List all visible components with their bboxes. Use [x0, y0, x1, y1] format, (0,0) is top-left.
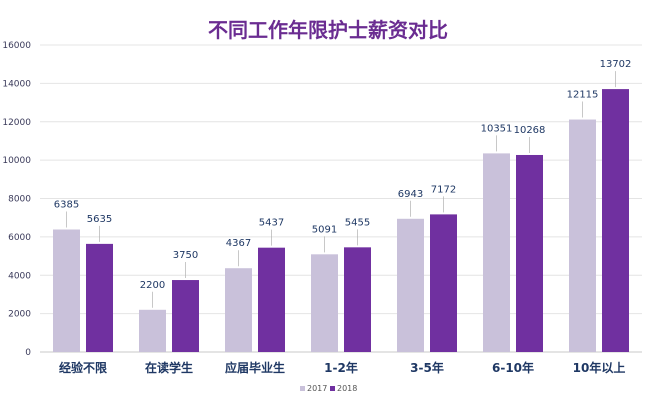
- bars: [53, 89, 629, 353]
- legend-swatch: [300, 386, 305, 391]
- data-label: 5091: [312, 224, 337, 235]
- bar-2018: [430, 214, 457, 352]
- category-label: 1-2年: [324, 360, 358, 375]
- data-label: 13702: [600, 59, 632, 70]
- chart-title: 不同工作年限护士薪资对比: [208, 18, 448, 42]
- data-label: 12115: [567, 90, 599, 101]
- data-label: 2200: [140, 280, 165, 291]
- category-label: 10年以上: [573, 360, 626, 375]
- y-tick-label: 14000: [2, 79, 31, 89]
- category-label: 在读学生: [145, 360, 193, 375]
- y-tick-label: 4000: [8, 271, 31, 281]
- bar-2017: [139, 309, 166, 352]
- x-axis: 经验不限 在读学生 应届毕业生 1-2年 3-5年 6-10年 10年以上: [59, 360, 625, 375]
- category-label: 应届毕业生: [225, 360, 285, 375]
- y-tick-label: 6000: [8, 233, 31, 243]
- y-tick-label: 12000: [2, 118, 31, 128]
- category-label: 6-10年: [492, 360, 534, 375]
- bar-2017: [225, 268, 252, 352]
- data-labels: 6385 5635 2200 3750 4367 5437 5091 5455 6943 7172…: [54, 59, 632, 308]
- y-tick-label: 16000: [2, 41, 31, 51]
- data-label: 4367: [226, 238, 251, 249]
- bar-2017: [569, 119, 596, 353]
- gridlines: [40, 44, 642, 353]
- bar-2018: [172, 280, 199, 352]
- bar-2017: [483, 153, 510, 352]
- data-label: 6943: [398, 189, 423, 200]
- bar-2017: [397, 218, 424, 352]
- y-tick-label: 0: [25, 348, 31, 358]
- data-label: 5437: [259, 218, 284, 229]
- y-tick-label: 10000: [2, 156, 31, 166]
- category-label: 经验不限: [59, 360, 107, 375]
- data-label: 5635: [87, 214, 112, 225]
- data-label: 10351: [481, 123, 513, 134]
- bar-2018: [516, 154, 543, 352]
- category-label: 3-5年: [410, 360, 444, 375]
- bar-2018: [86, 243, 113, 352]
- legend-label: 2018: [337, 384, 357, 393]
- data-label: 6385: [54, 199, 79, 210]
- data-label: 7172: [431, 184, 456, 195]
- legend-label: 2017: [307, 384, 327, 393]
- data-label: 5455: [345, 217, 370, 228]
- y-axis: 0 2000 4000 6000 8000 10000 12000 14000 16000: [2, 41, 31, 358]
- legend-swatch: [330, 386, 335, 391]
- bar-2017: [311, 254, 338, 352]
- legend: 2017 2018: [300, 384, 357, 393]
- y-tick-label: 2000: [8, 310, 31, 320]
- data-label: 10268: [514, 125, 546, 136]
- y-tick-label: 8000: [8, 195, 31, 205]
- bar-2018: [602, 89, 629, 353]
- bar-2017: [53, 229, 80, 352]
- bar-2018: [258, 247, 285, 352]
- data-label: 3750: [173, 250, 198, 261]
- bar-2018: [344, 247, 371, 352]
